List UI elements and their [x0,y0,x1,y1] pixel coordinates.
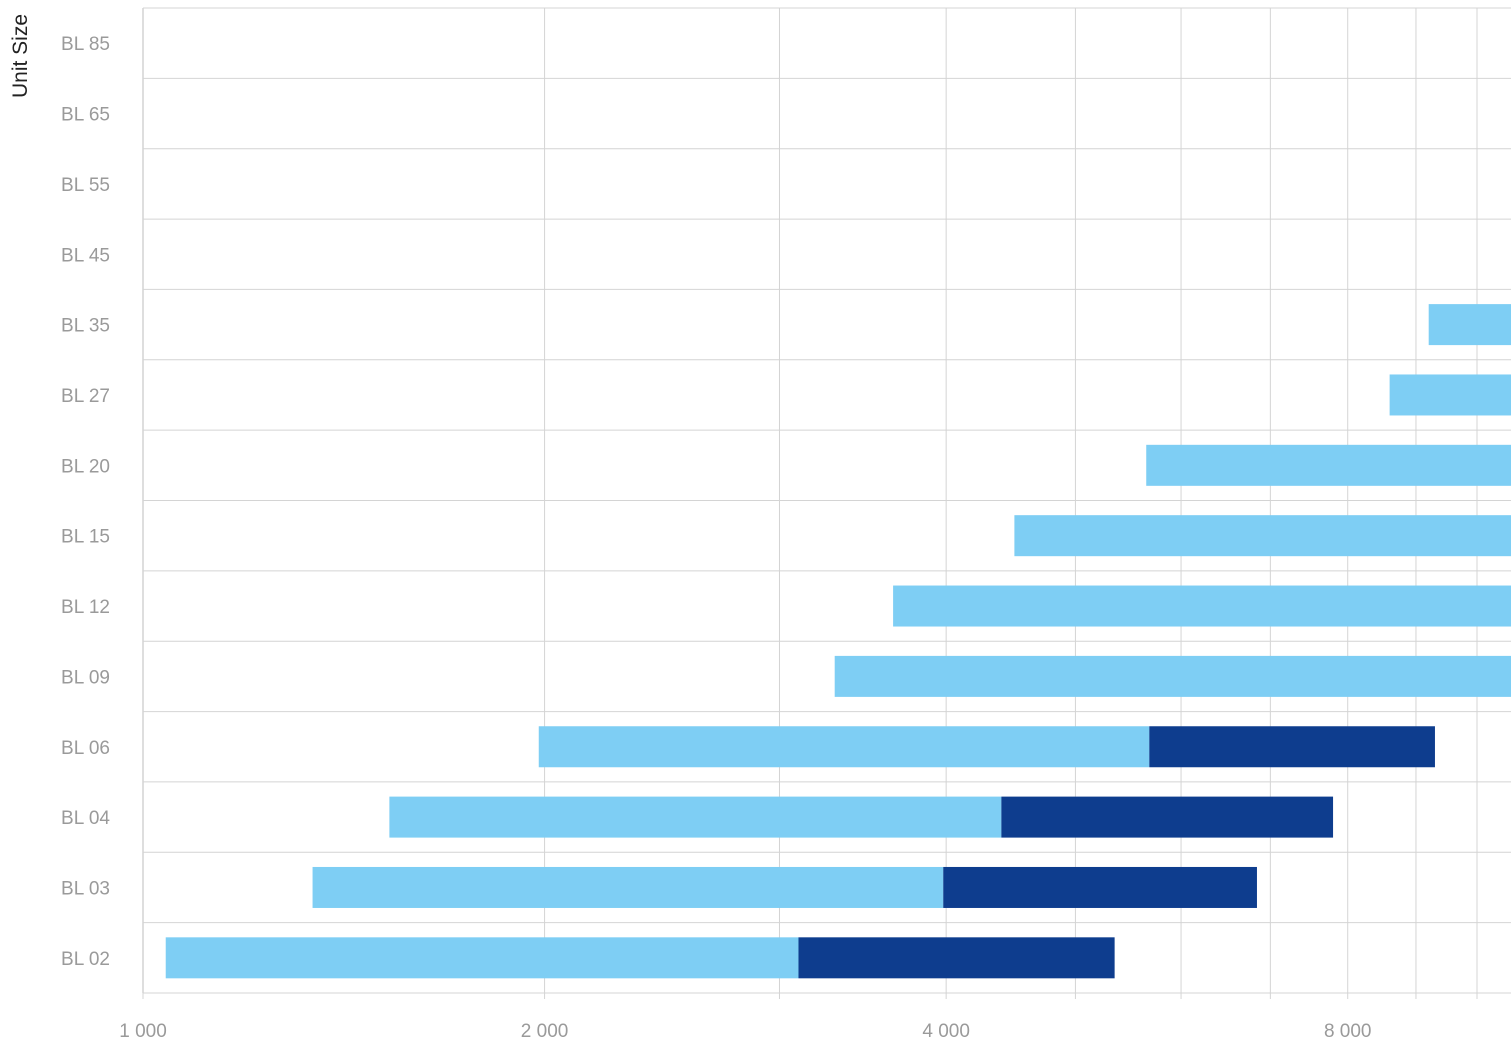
bar [312,866,944,908]
y-tick-label: BL 09 [61,667,110,688]
y-tick-label: BL 02 [61,949,110,970]
bar [538,726,1150,768]
bar [1146,444,1511,486]
bar [834,655,1511,697]
bar [1001,796,1334,838]
y-tick-label: BL 06 [61,738,110,759]
y-tick-label: BL 15 [61,527,110,548]
y-tick-label: BL 45 [61,245,110,266]
x-tick-label: 2 000 [521,1021,569,1042]
x-tick-label: 1 000 [119,1021,167,1042]
y-tick-label: BL 35 [61,316,110,337]
bars [165,304,1511,979]
grid-lines [142,7,1511,999]
bar [389,796,1002,838]
bar [165,937,799,979]
bar [1428,304,1511,346]
x-tick-labels: 1 000 2 000 4 000 8 000 [119,1021,1371,1042]
y-tick-label: BL 65 [61,105,110,126]
bar [1389,374,1511,416]
bar [798,937,1115,979]
y-tick-label: BL 12 [61,597,110,618]
y-axis-title: Unit Size [9,14,32,98]
y-tick-labels: BL 85 BL 65 BL 55 BL 45 BL 35 BL 27 BL 20 BL 15… [61,34,110,970]
y-tick-label: BL 20 [61,456,110,477]
bar [1149,726,1435,768]
y-tick-label: BL 27 [61,386,110,407]
bar [943,866,1257,908]
y-tick-label: BL 04 [61,808,110,829]
y-tick-label: BL 85 [61,34,110,55]
bar [893,585,1511,627]
bar [1014,515,1511,557]
x-tick-label: 8 000 [1324,1021,1372,1042]
x-tick-label: 4 000 [922,1021,970,1042]
y-tick-label: BL 03 [61,878,110,899]
y-tick-label: BL 55 [61,175,110,196]
